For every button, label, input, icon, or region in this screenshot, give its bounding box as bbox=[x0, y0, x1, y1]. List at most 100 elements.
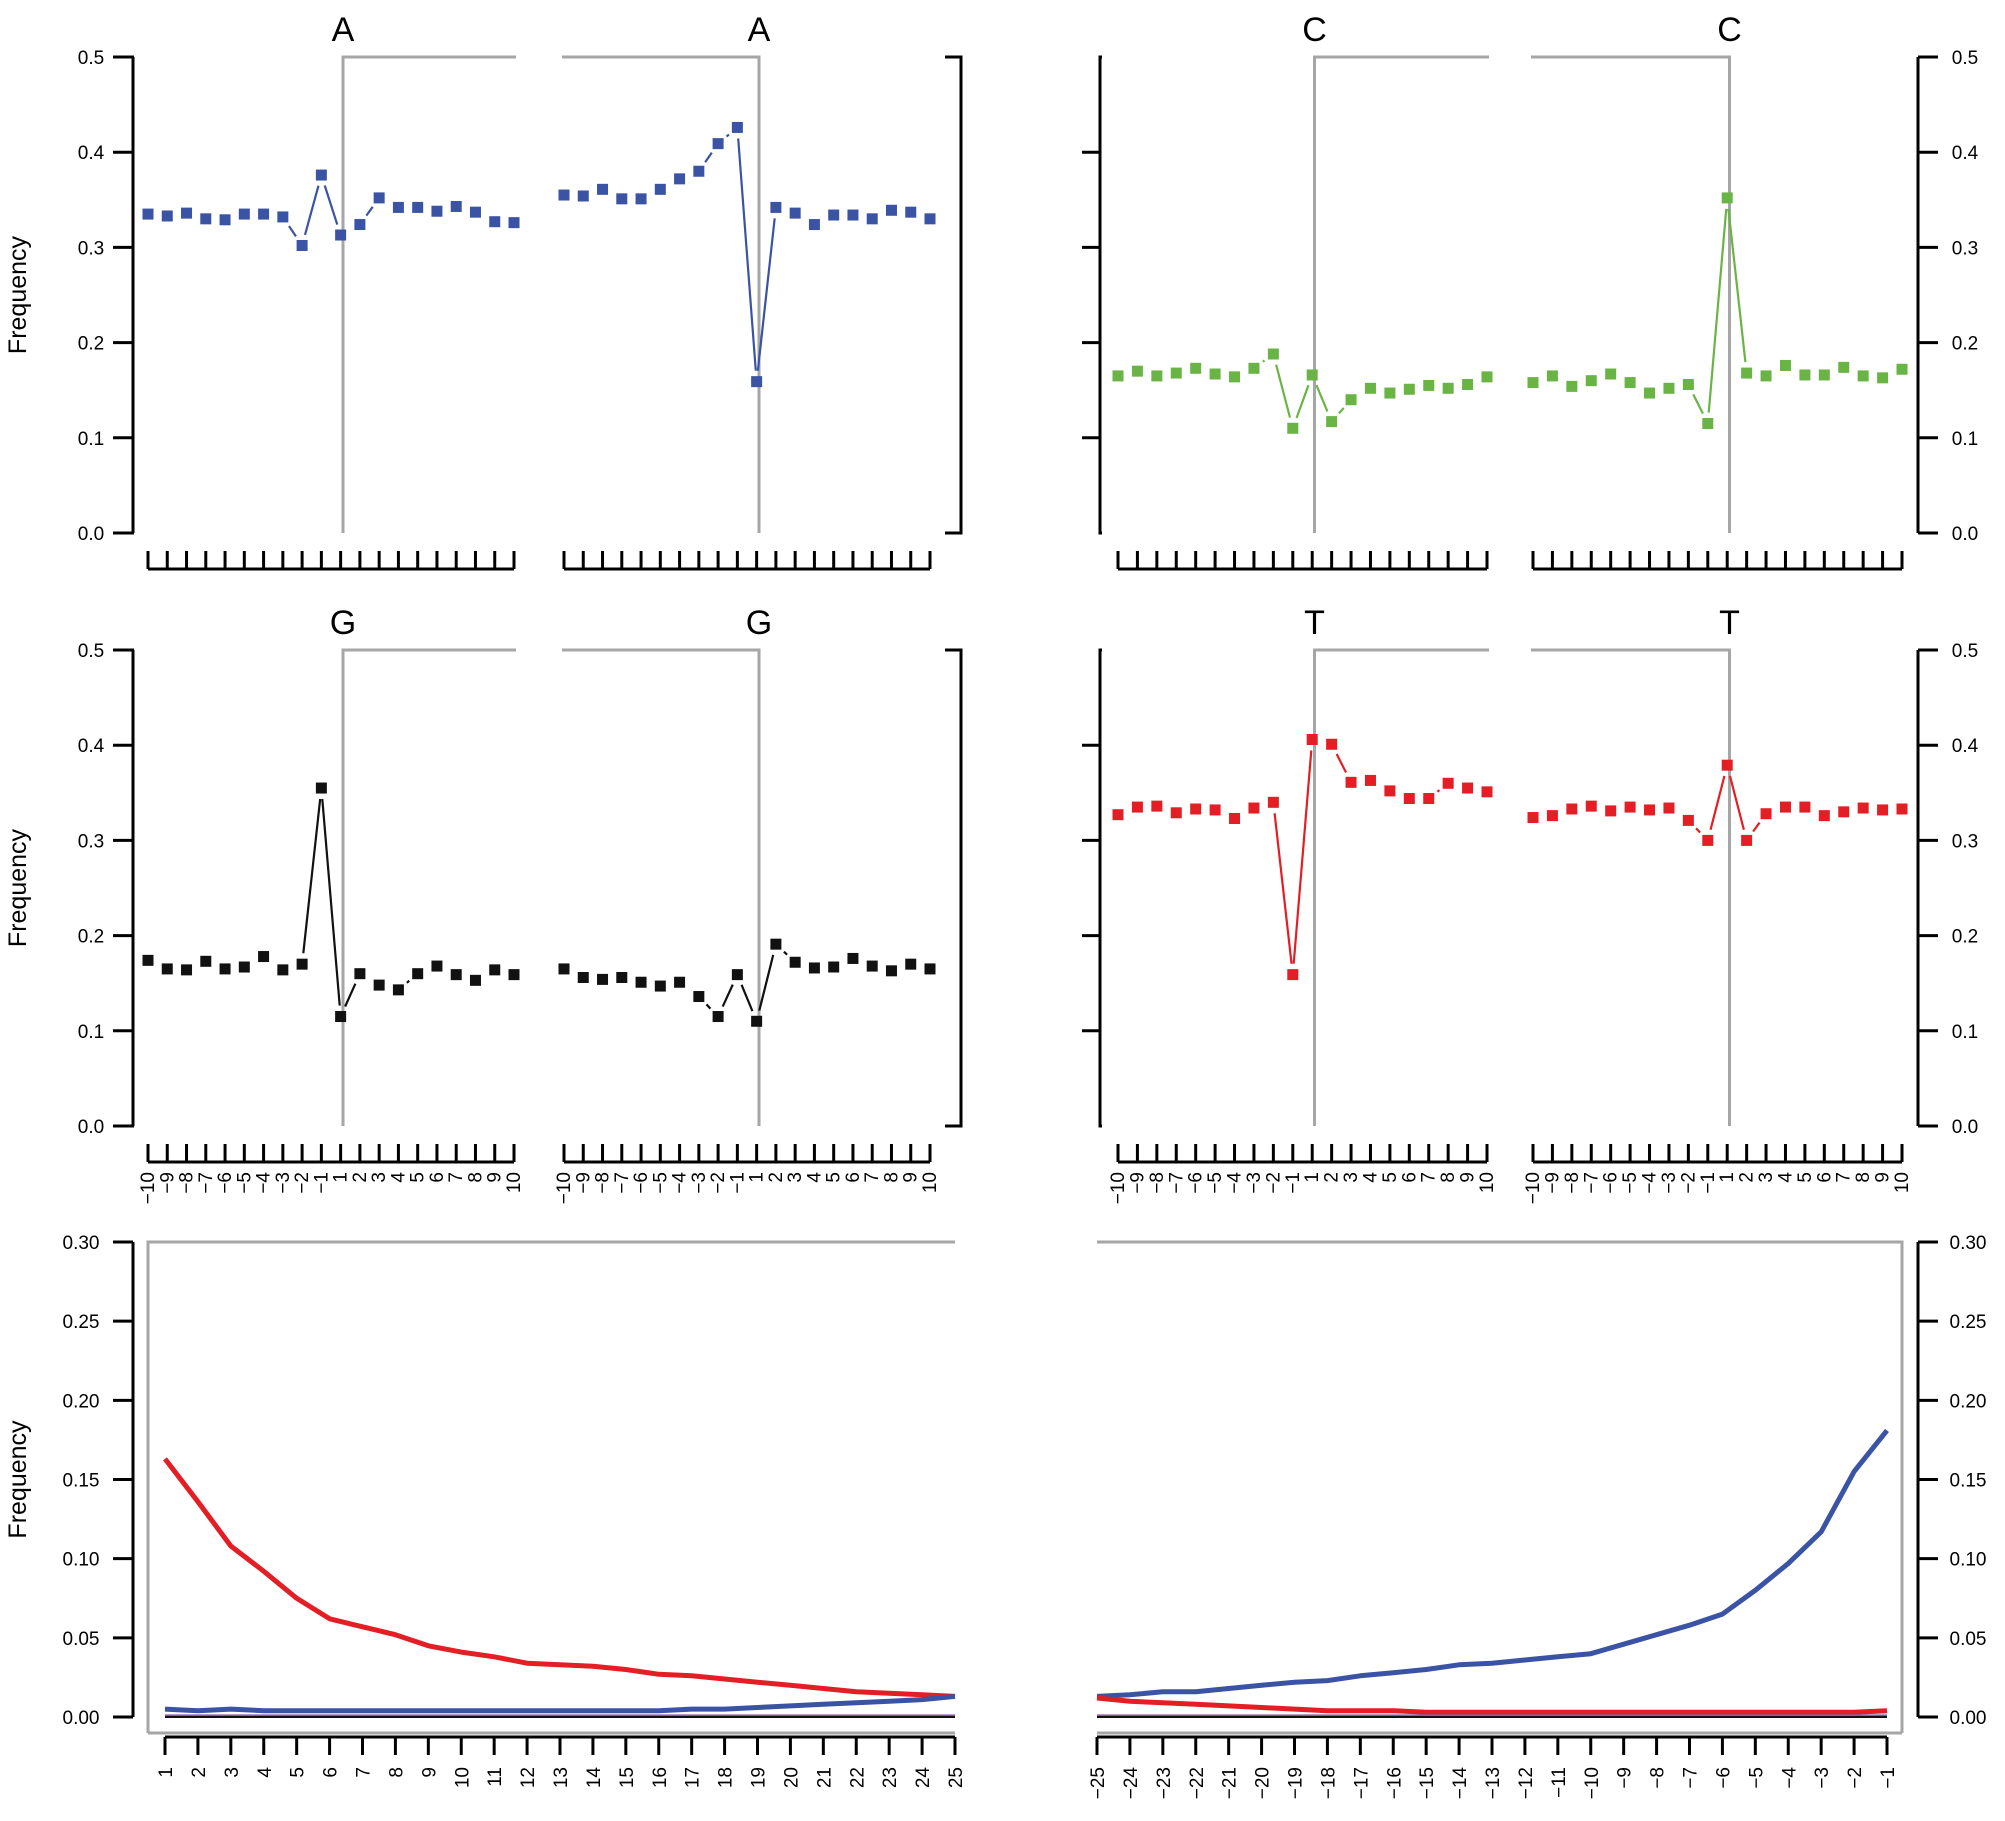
panel-title-A: A bbox=[748, 11, 771, 49]
data-point bbox=[789, 956, 801, 968]
series-segment bbox=[303, 185, 320, 236]
series-line-T bbox=[163, 1457, 956, 1699]
data-point bbox=[1877, 372, 1889, 384]
y-tick-label: 0.3 bbox=[78, 238, 104, 259]
x-tick-label: −25 bbox=[1088, 1767, 1109, 1799]
x-tick-label: 13 bbox=[551, 1767, 572, 1788]
data-point bbox=[1403, 793, 1415, 805]
data-point bbox=[1877, 804, 1889, 816]
data-point bbox=[412, 968, 424, 980]
y-tick-label: 0.5 bbox=[78, 641, 104, 662]
series-segment bbox=[1727, 208, 1747, 363]
data-point bbox=[808, 962, 820, 974]
data-point bbox=[1384, 387, 1396, 399]
x-tick-label: −17 bbox=[1351, 1767, 1372, 1799]
data-point bbox=[597, 183, 609, 195]
data-point bbox=[1546, 370, 1558, 382]
x-tick-label: 7 bbox=[354, 1767, 375, 1778]
series-segment bbox=[323, 185, 339, 225]
series-segment bbox=[1695, 827, 1701, 834]
y-tick-label-right: 0.3 bbox=[1952, 831, 1978, 852]
data-point bbox=[885, 965, 897, 977]
data-point bbox=[1682, 378, 1694, 390]
data-point bbox=[1190, 362, 1202, 374]
data-point bbox=[635, 193, 647, 205]
series-segment bbox=[1262, 359, 1266, 363]
x-tick-label: −3 bbox=[273, 1172, 294, 1194]
series-segment bbox=[1275, 364, 1292, 418]
data-point bbox=[712, 138, 724, 150]
x-tick-label: 24 bbox=[913, 1767, 934, 1789]
x-tick-label: 3 bbox=[1756, 1172, 1777, 1183]
data-point bbox=[508, 217, 520, 229]
y-tick-label-right: 0.4 bbox=[1952, 143, 1979, 164]
x-tick-label: −14 bbox=[1450, 1767, 1471, 1800]
series-segment bbox=[1335, 753, 1348, 774]
data-point bbox=[258, 951, 270, 963]
x-tick-label: 4 bbox=[1775, 1172, 1796, 1183]
x-tick-label: −4 bbox=[670, 1172, 691, 1194]
data-point bbox=[1721, 759, 1733, 771]
data-point bbox=[1546, 810, 1558, 822]
data-point bbox=[1896, 363, 1908, 375]
data-point bbox=[1760, 370, 1772, 382]
data-point bbox=[1170, 367, 1182, 379]
data-point bbox=[905, 206, 917, 218]
data-point bbox=[885, 204, 897, 216]
y-tick-label: 0.4 bbox=[78, 736, 105, 757]
data-point bbox=[616, 971, 628, 983]
data-point bbox=[1644, 804, 1656, 816]
y-tick-label: 0.3 bbox=[78, 831, 104, 852]
data-point bbox=[1442, 382, 1454, 394]
data-point bbox=[450, 200, 462, 212]
x-tick-label: 2 bbox=[189, 1767, 210, 1778]
x-tick-label: 5 bbox=[288, 1767, 309, 1778]
series-segment bbox=[1273, 813, 1293, 964]
x-tick-label: 3 bbox=[222, 1767, 243, 1778]
y-tick-label: 0.0 bbox=[78, 1117, 104, 1138]
y-tick-label: 0.5 bbox=[78, 48, 104, 69]
x-tick-label: 2 bbox=[1322, 1172, 1343, 1183]
inner-axis-bracket bbox=[945, 55, 963, 535]
data-point bbox=[469, 206, 481, 218]
y-tick-label-right: 0.1 bbox=[1952, 429, 1978, 450]
x-tick-label: −7 bbox=[1166, 1172, 1187, 1194]
data-point bbox=[654, 980, 666, 992]
y-tick-label: 0.2 bbox=[78, 334, 104, 355]
x-tick-label: 20 bbox=[781, 1767, 802, 1788]
y-tick-label-right: 0.5 bbox=[1952, 641, 1978, 662]
x-tick-label: 10 bbox=[504, 1172, 525, 1193]
data-point bbox=[296, 239, 308, 251]
data-point bbox=[1838, 806, 1850, 818]
data-point bbox=[866, 960, 878, 972]
x-tick-label: 9 bbox=[485, 1172, 506, 1183]
x-tick-label: 3 bbox=[369, 1172, 390, 1183]
data-point bbox=[1131, 801, 1143, 813]
x-tick-label: −8 bbox=[1648, 1767, 1669, 1789]
x-tick-label: −23 bbox=[1154, 1767, 1175, 1799]
x-tick-label: 10 bbox=[920, 1172, 941, 1193]
data-point bbox=[1585, 375, 1597, 387]
panel-frame bbox=[562, 55, 761, 533]
data-point bbox=[1741, 367, 1753, 379]
x-tick-label: −10 bbox=[1582, 1767, 1603, 1799]
data-point bbox=[1682, 814, 1694, 826]
x-tick-label: −24 bbox=[1121, 1767, 1142, 1800]
panel-frame bbox=[146, 1240, 955, 1733]
x-tick-label: 6 bbox=[1814, 1172, 1835, 1183]
x-tick-label: −15 bbox=[1417, 1767, 1438, 1799]
data-point bbox=[1481, 786, 1493, 798]
y-tick-label-right: 0.25 bbox=[1950, 1312, 1987, 1333]
data-point bbox=[508, 969, 520, 981]
y-tick-label-right: 0.0 bbox=[1952, 524, 1978, 545]
data-point bbox=[1384, 785, 1396, 797]
x-tick-label: 4 bbox=[804, 1172, 825, 1183]
data-point bbox=[1403, 383, 1415, 395]
data-point bbox=[1779, 801, 1791, 813]
x-tick-label: 22 bbox=[847, 1767, 868, 1788]
data-point bbox=[1112, 809, 1124, 821]
x-tick-label: −2 bbox=[1845, 1767, 1866, 1789]
x-tick-label: −9 bbox=[1127, 1172, 1148, 1194]
data-point bbox=[296, 958, 308, 970]
x-tick-label: 16 bbox=[650, 1767, 671, 1788]
